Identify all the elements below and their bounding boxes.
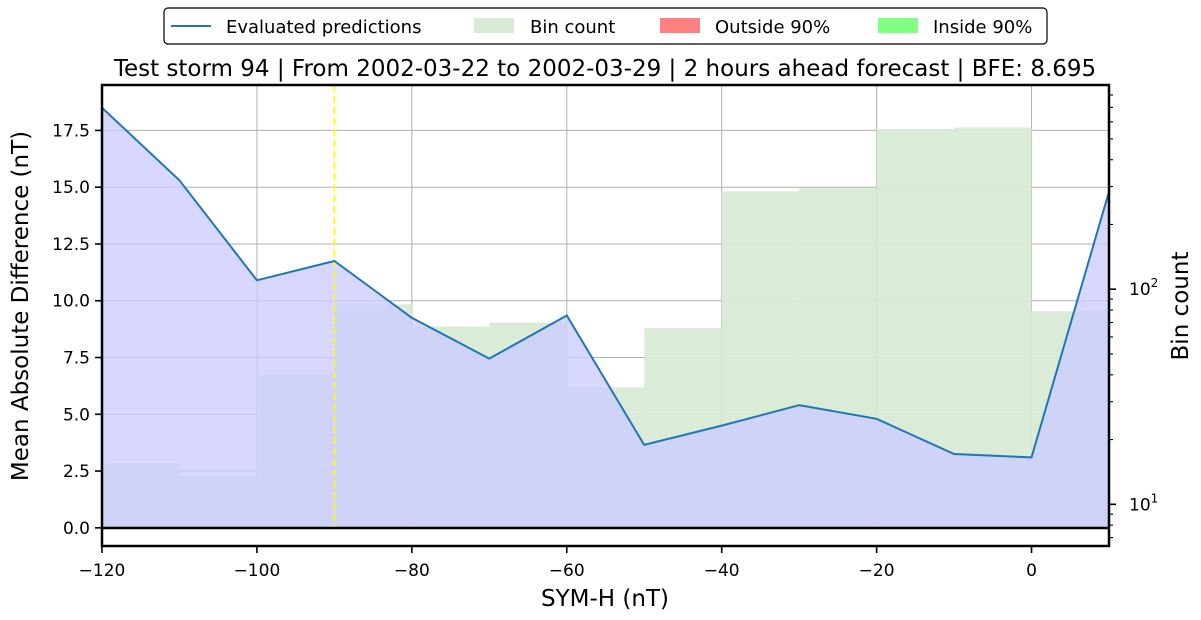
x-tick-label-4: −40: [704, 561, 740, 581]
y2-axis-title: Bin count: [1168, 252, 1194, 361]
y2-tick-label-2: 102: [1129, 276, 1158, 300]
y-tick-label-7: 17.5: [52, 121, 90, 141]
legend-swatch-outside-90: [660, 18, 700, 33]
legend-swatch-inside-90: [878, 18, 918, 33]
y2-axis-ticks: 101 102: [1109, 94, 1158, 539]
y2-tick-label-1: 101: [1129, 491, 1158, 515]
legend-swatch-bin-count: [474, 18, 514, 33]
y-tick-label-5: 12.5: [52, 235, 90, 255]
chart-title: Test storm 94 | From 2002-03-22 to 2002-…: [113, 56, 1096, 82]
x-tick-label-1: −100: [234, 561, 281, 581]
y-tick-label-2: 5.0: [63, 405, 90, 425]
y-axis-title: Mean Absolute Difference (nT): [8, 131, 34, 481]
y-axis-ticks: 0.0 2.5 5.0 7.5 10.0 12.5 15.0 17.5: [52, 121, 102, 539]
x-tick-label-6: 0: [1026, 561, 1037, 581]
evaluated-predictions-line: [102, 106, 1109, 459]
x-axis-title: SYM-H (nT): [541, 586, 669, 612]
y-tick-label-1: 2.5: [63, 462, 90, 482]
x-tick-label-3: −60: [549, 561, 585, 581]
x-tick-label-0: −120: [79, 561, 126, 581]
y-tick-label-6: 15.0: [52, 178, 90, 198]
legend-label-bin-count: Bin count: [530, 17, 615, 38]
plot-frame: [100, 83, 1111, 548]
coverage-bar: [102, 528, 1109, 546]
y-tick-label-0: 0.0: [63, 519, 90, 539]
prediction-error-area: [102, 107, 1109, 528]
x-axis-ticks: −120 −100 −80 −60 −40 −20 0: [79, 546, 1037, 581]
legend-label-outside-90: Outside 90%: [715, 17, 830, 38]
legend: Evaluated predictions Bin count Outside …: [163, 7, 1048, 45]
legend-label-inside-90: Inside 90%: [933, 17, 1032, 38]
legend-frame: [163, 7, 1048, 45]
y-tick-label-4: 10.0: [52, 292, 90, 312]
x-tick-label-5: −20: [859, 561, 895, 581]
y-tick-label-3: 7.5: [63, 349, 90, 369]
legend-label-evaluated-predictions: Evaluated predictions: [226, 17, 421, 38]
x-tick-label-2: −80: [394, 561, 430, 581]
plot-area: [102, 85, 1109, 546]
